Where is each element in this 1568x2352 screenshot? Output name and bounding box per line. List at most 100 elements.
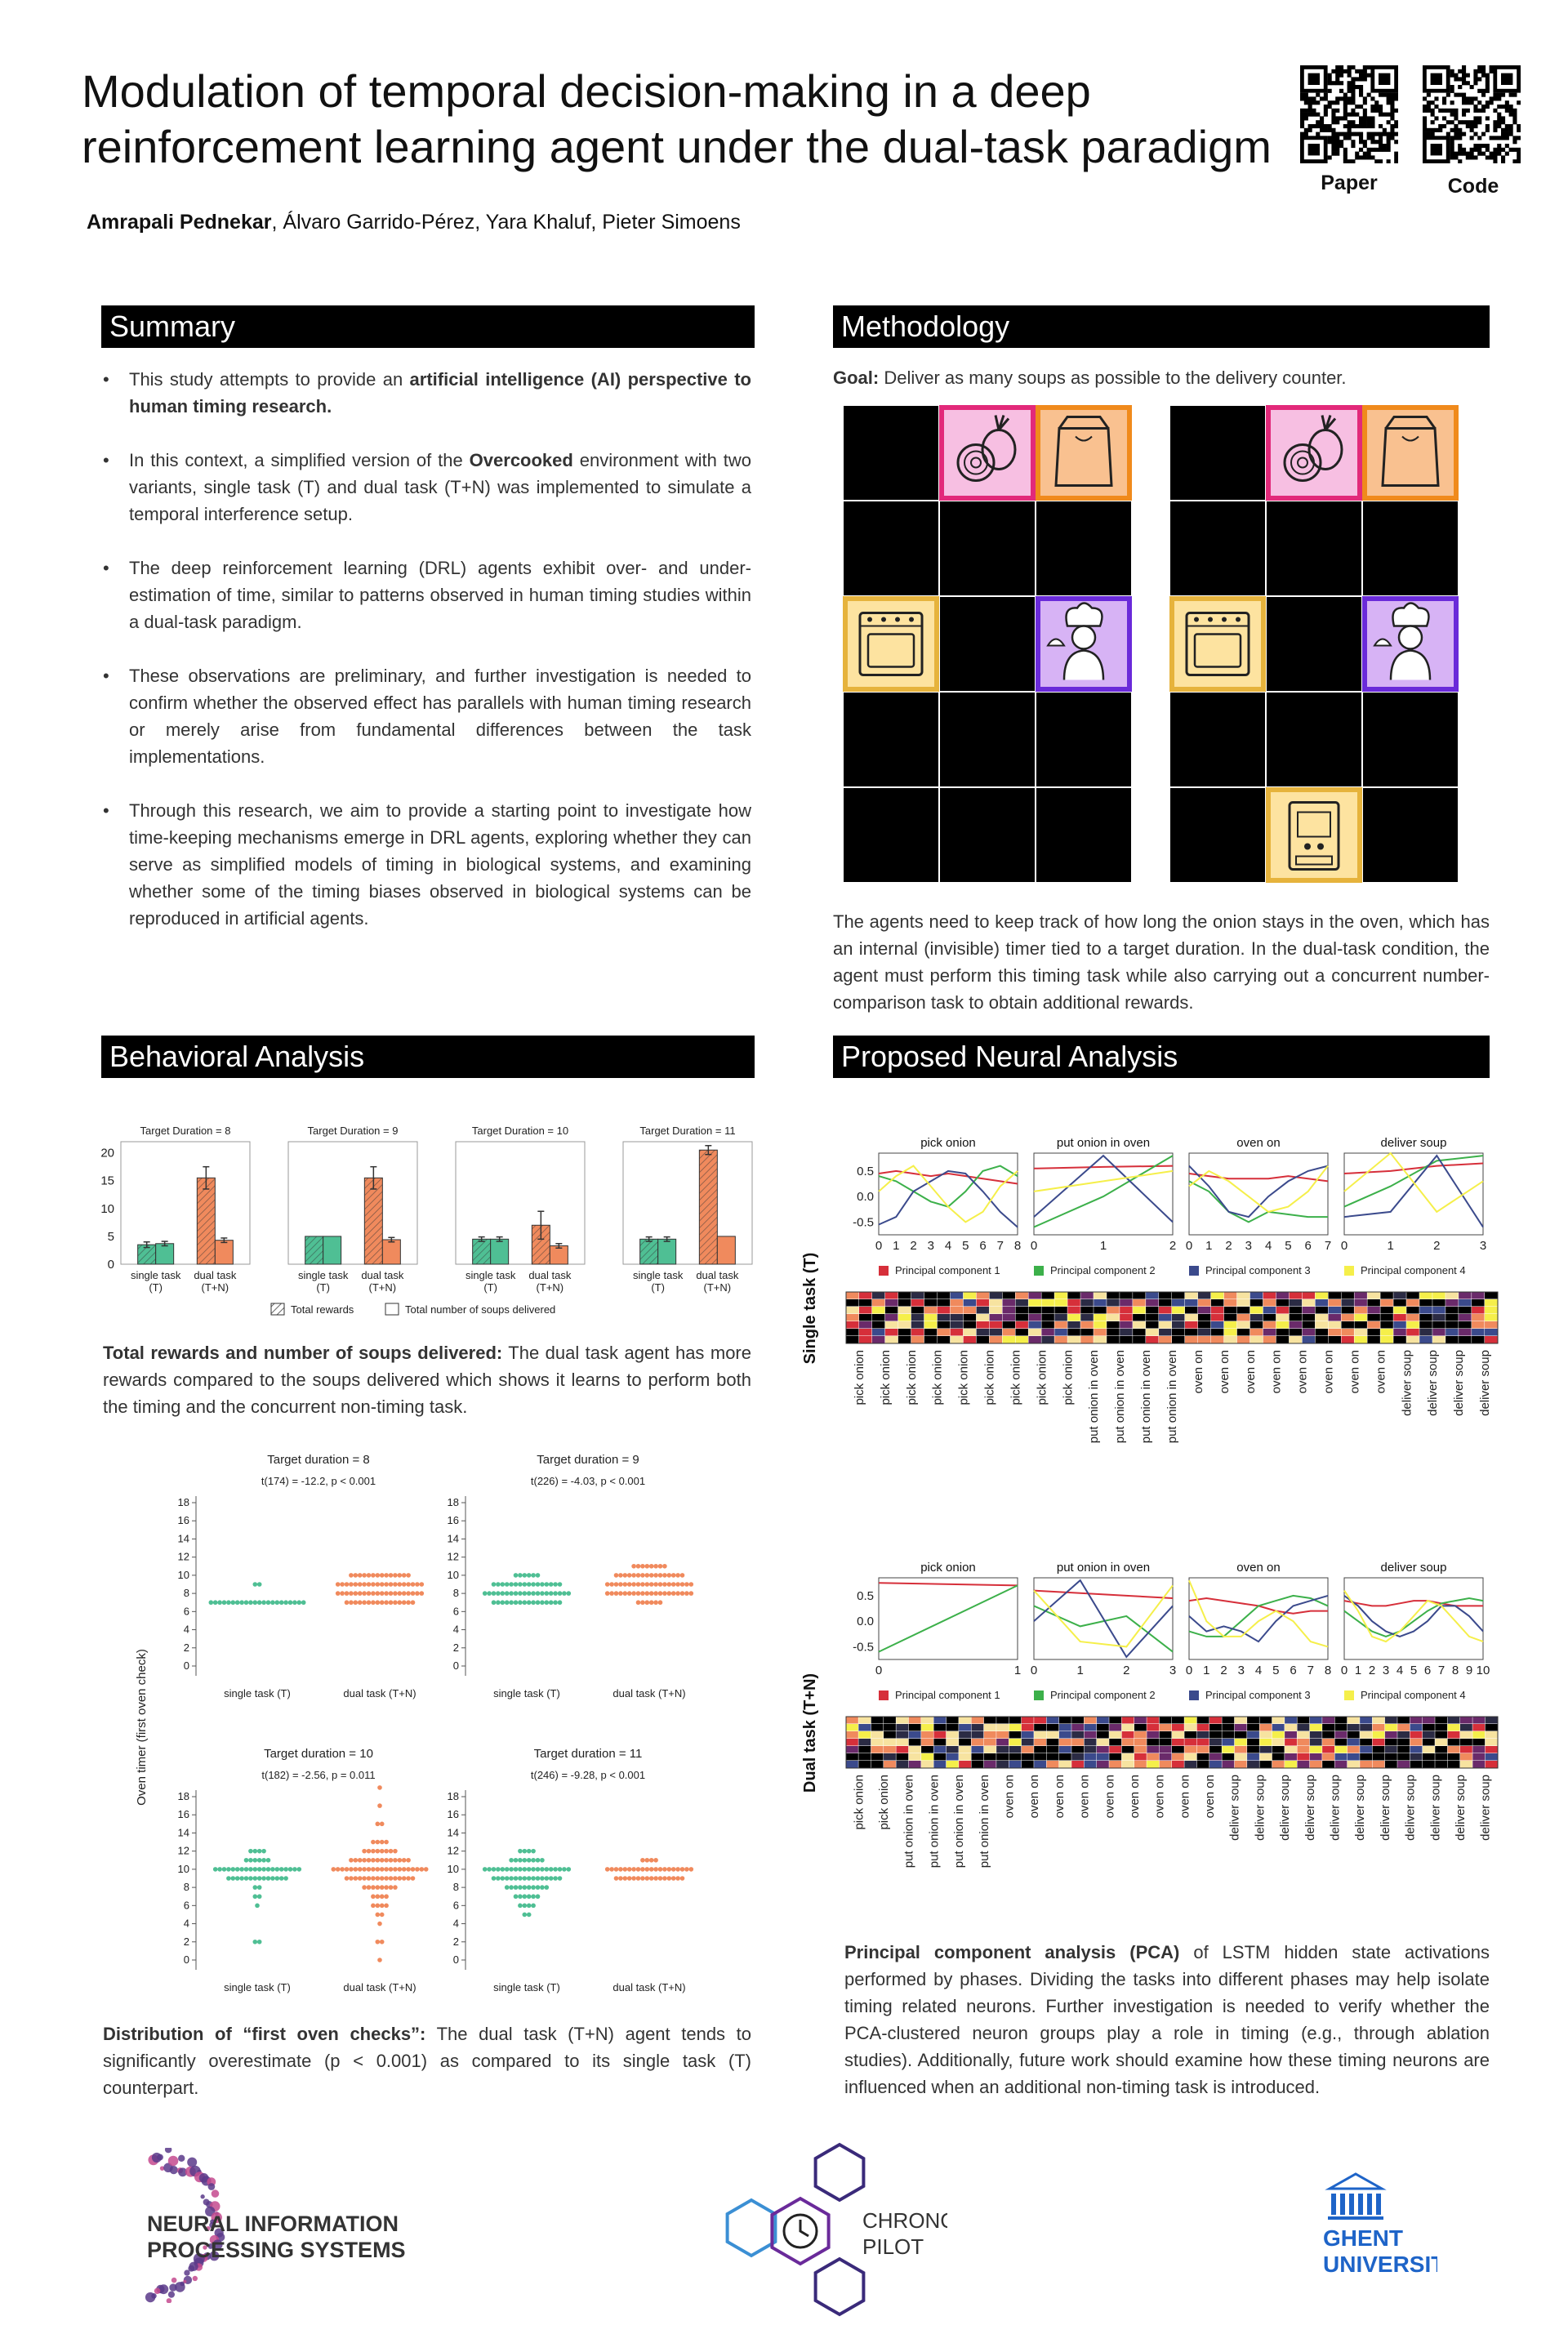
pca-line — [1188, 1165, 1329, 1213]
qr-module — [1508, 108, 1513, 113]
swarm-point — [261, 1867, 266, 1872]
heatmap-cell — [1334, 1761, 1348, 1768]
bar — [323, 1236, 342, 1265]
heatmap-cell — [1058, 1746, 1071, 1753]
swarm-point — [531, 1894, 536, 1900]
grid-tile — [1362, 405, 1459, 501]
swarm-point — [362, 1867, 367, 1872]
qr-module — [1485, 77, 1490, 82]
qr-module — [1343, 151, 1348, 156]
swarm-point — [362, 1848, 367, 1854]
swarm-point — [513, 1885, 519, 1890]
heatmap-cell — [1041, 1307, 1054, 1314]
qr-module — [1446, 131, 1450, 136]
swarm-point — [283, 1600, 288, 1606]
heatmap-cell — [976, 1292, 990, 1299]
heatmap-cell — [1485, 1292, 1498, 1299]
qr-module — [1423, 131, 1428, 136]
bar — [155, 1243, 175, 1265]
y-tick-label: 4 — [184, 1918, 189, 1930]
heatmap-cell — [1372, 1717, 1385, 1724]
swarm-point — [248, 1600, 253, 1606]
qr-module — [1359, 105, 1364, 109]
y-tick-label: 4 — [184, 1624, 189, 1636]
qr-module — [1465, 81, 1470, 86]
swarm-point — [248, 1867, 253, 1872]
qr-module — [1473, 144, 1478, 149]
qr-module — [1300, 108, 1305, 113]
qr-module — [1374, 100, 1379, 105]
swarm-point — [230, 1867, 236, 1872]
qr-module — [1473, 96, 1478, 101]
heatmap-cell — [896, 1753, 909, 1761]
chrono-hex — [813, 2142, 866, 2203]
swarm-point — [670, 1867, 676, 1872]
heatmap-cell — [846, 1299, 859, 1307]
heatmap-cell — [1172, 1724, 1184, 1731]
swarm-point — [375, 1939, 381, 1944]
qr-module — [1504, 136, 1509, 140]
swarm-point — [265, 1600, 271, 1606]
heatmap-cell — [971, 1717, 984, 1724]
y-tick-label: 16 — [178, 1514, 189, 1526]
swarm-point — [622, 1876, 628, 1881]
qr-module — [1382, 131, 1387, 136]
heatmap-cell — [1334, 1746, 1348, 1753]
heatmap-cell — [946, 1739, 959, 1746]
heatmap-cell — [1210, 1307, 1224, 1314]
heatmap-cell — [846, 1292, 859, 1299]
swarm-point — [217, 1600, 222, 1606]
heatmap-cell — [1184, 1746, 1197, 1753]
qr-module — [1450, 120, 1454, 125]
qr-module — [1394, 155, 1398, 160]
code-qr-code-icon[interactable] — [1423, 65, 1521, 163]
heatmap-cell — [1309, 1761, 1322, 1768]
heatmap-cell — [1447, 1739, 1460, 1746]
grid-cell — [938, 786, 1036, 884]
heatmap-cell — [1009, 1724, 1022, 1731]
qr-module — [1485, 85, 1490, 90]
heatmap-cell — [1196, 1724, 1209, 1731]
swarm-point — [252, 1582, 258, 1587]
qr-module — [1339, 131, 1344, 136]
qr-module — [1485, 147, 1490, 152]
paper-qr-code-icon[interactable] — [1300, 65, 1398, 163]
heatmap-cell — [858, 1336, 872, 1343]
heatmap-cell — [1247, 1761, 1259, 1768]
qr-module — [1485, 116, 1490, 121]
x-tick-label: 9 — [1466, 1664, 1472, 1677]
qr-module — [1390, 131, 1395, 136]
qr-module — [1473, 69, 1478, 74]
heatmap-cell — [1432, 1299, 1446, 1307]
swarm-point — [684, 1591, 689, 1596]
qr-module — [1366, 131, 1371, 136]
grid-cell — [1169, 691, 1267, 788]
heatmap-cell — [1159, 1724, 1172, 1731]
grid-cell — [1265, 500, 1363, 597]
qr-module — [1442, 116, 1447, 121]
qr-module — [1517, 136, 1521, 140]
qr-module — [1374, 131, 1379, 136]
swarm-point — [377, 1921, 382, 1927]
swarm-point — [526, 1903, 532, 1909]
qr-module — [1339, 65, 1344, 70]
heatmap-cell — [858, 1739, 871, 1746]
qr-module — [1359, 140, 1364, 145]
heatmap-cell — [1459, 1329, 1472, 1336]
heatmap-cell — [1341, 1307, 1354, 1314]
heatmap-cell — [898, 1321, 911, 1329]
phase-label: oven on — [1270, 1350, 1284, 1393]
qr-module — [1473, 81, 1478, 86]
qr-module — [1462, 147, 1467, 152]
heatmap-cell — [1302, 1299, 1316, 1307]
qr-module — [1450, 140, 1454, 145]
methodology-header: Methodology — [833, 305, 1490, 348]
heatmap-cell — [1133, 1292, 1146, 1299]
qr-module — [1351, 159, 1356, 163]
qr-module — [1477, 147, 1482, 152]
swarm-point — [384, 1839, 389, 1845]
heatmap-cell — [1259, 1717, 1272, 1724]
heatmap-cell — [1341, 1336, 1354, 1343]
heatmap-cell — [884, 1329, 898, 1336]
swarm-point — [397, 1600, 403, 1606]
